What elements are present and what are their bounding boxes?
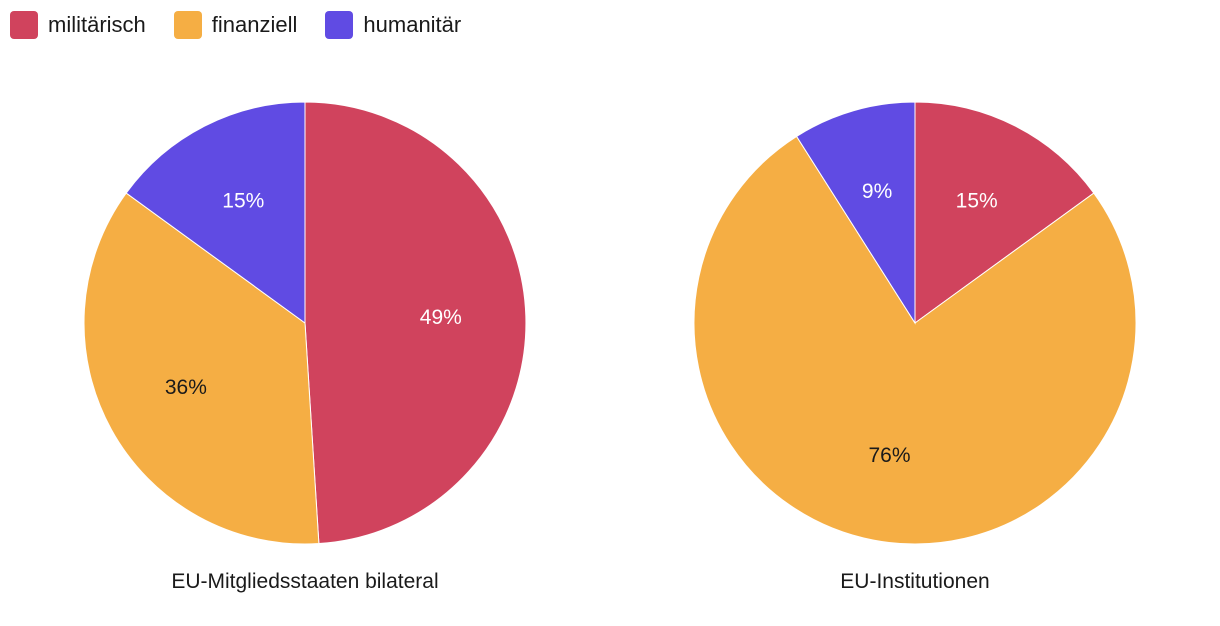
pie-slice-2-3	[795, 101, 916, 325]
pie-label-1-1: 49%	[420, 306, 462, 329]
legend-item-humanitaer: humanitär	[325, 11, 461, 39]
pie-slice-1-1	[304, 101, 527, 545]
legend-item-finanziell: finanziell	[173, 11, 298, 39]
pie-title-1: EU-Mitgliedsstaaten bilateral	[171, 570, 438, 593]
pie-slice-2-1	[914, 101, 1095, 324]
legend-label-humanitaer: humanitär	[363, 12, 462, 37]
legend-swatch-finanziell	[173, 11, 202, 39]
pie-chart-2: 15% 76% 9% EU-Institutionen	[693, 101, 1137, 593]
pie-slice-1-3	[125, 101, 306, 324]
pie-chart-1: 49% 36% 15% EU-Mitgliedsstaaten bilateral	[83, 101, 527, 593]
pie-label-2-3: 9%	[862, 180, 892, 203]
legend-label-militaerisch: militärisch	[48, 12, 146, 37]
pie-label-2-2: 76%	[868, 444, 910, 467]
pie-slice-1-2	[83, 192, 320, 545]
pie-label-2-1: 15%	[956, 189, 998, 212]
legend-swatch-militaerisch	[10, 11, 38, 39]
pie-label-1-2: 36%	[165, 376, 207, 399]
chart-legend: militärisch finanziell humanitär	[10, 10, 489, 40]
legend-label-finanziell: finanziell	[211, 12, 298, 37]
pie-label-1-3: 15%	[222, 189, 264, 212]
pie-title-2: EU-Institutionen	[840, 570, 989, 593]
legend-item-militaerisch: militärisch	[10, 11, 146, 39]
pie-slice-2-2	[693, 135, 1137, 545]
legend-swatch-humanitaer	[325, 11, 354, 39]
